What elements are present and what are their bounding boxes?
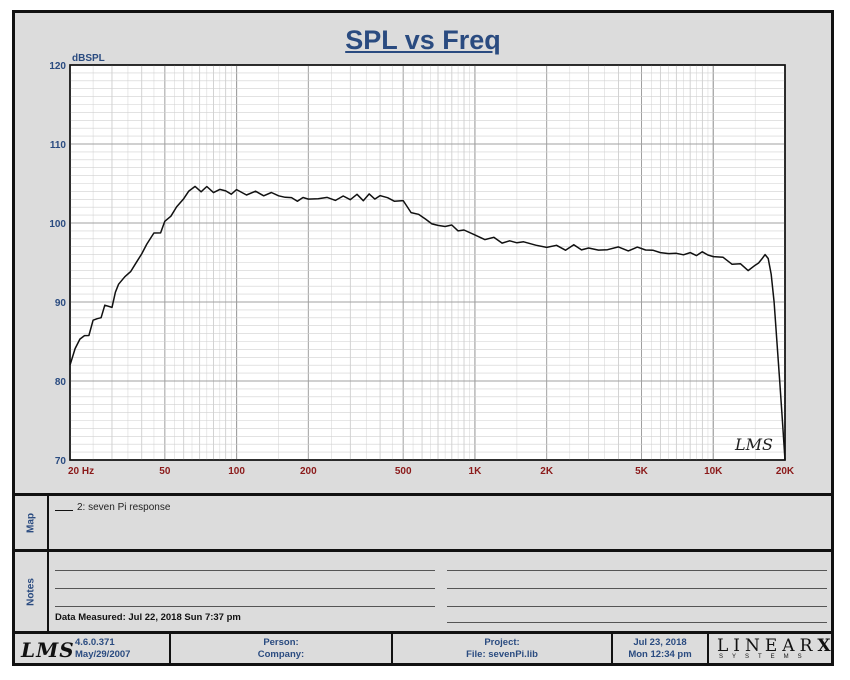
note-line (447, 606, 827, 607)
note-line (55, 588, 435, 589)
legend-label: 2: seven Pi response (77, 502, 171, 513)
note-line (447, 588, 827, 589)
footer: LMS 4.6.0.371 May/29/2007 Person: Compan… (15, 631, 831, 663)
series-line (69, 185, 786, 461)
project-label: Project: (484, 637, 520, 648)
linearx-logo: LINEARX (717, 636, 836, 656)
note-line (55, 570, 435, 571)
y-tick-label: 120 (49, 61, 66, 72)
note-line (447, 570, 827, 571)
note-line (447, 622, 827, 623)
version-number: 4.6.0.371 (75, 637, 115, 648)
chart: 70 80 90 100 110 120 20 Hz 50 100 200 500 1K 2K 5K 10… (49, 53, 795, 477)
report-date: Jul 23, 2018 (633, 637, 687, 648)
plot-border (69, 64, 786, 461)
chart-title: SPL vs Freq (345, 25, 501, 55)
x-tick-label: 200 (300, 466, 317, 477)
footer-version-cell: LMS 4.6.0.371 May/29/2007 (15, 634, 171, 663)
x-tick-label: 1K (469, 466, 483, 477)
version-info: 4.6.0.371 May/29/2007 (75, 637, 130, 661)
x-axis: 20 Hz 50 100 200 500 1K 2K 5K 10K 20K (68, 466, 795, 477)
measured-date: Data Measured: Jul 22, 2018 Sun 7:37 pm (55, 612, 241, 623)
x-tick-label: 20 Hz (68, 466, 94, 477)
note-line (55, 606, 435, 607)
lms-watermark: LMS (734, 435, 773, 454)
person-label: Person: (263, 637, 299, 648)
x-tick-label: 500 (395, 466, 412, 477)
y-axis: 70 80 90 100 110 120 (49, 61, 66, 467)
y-tick-label: 80 (55, 377, 67, 388)
footer-project-cell: Project: File: sevenPi.lib (393, 634, 613, 663)
grid (69, 64, 786, 461)
notes-panel: Notes Data Measured: Jul 22, 2018 Sun 7:… (15, 549, 831, 631)
report-frame: SPL vs Freq 70 80 90 100 110 120 20 Hz 50 100 20… (12, 10, 834, 666)
map-side-label: Map (15, 496, 49, 549)
footer-person-cell: Person: Company: (171, 634, 393, 663)
y-axis-label: dBSPL (72, 53, 105, 64)
report-time: Mon 12:34 pm (628, 649, 692, 660)
x-tick-label: 20K (776, 466, 795, 477)
x-tick-label: 100 (228, 466, 245, 477)
lms-logo: LMS (21, 638, 75, 662)
notes-side-label: Notes (15, 552, 49, 631)
x-tick-label: 10K (704, 466, 723, 477)
footer-date-cell: Jul 23, 2018 Mon 12:34 pm (613, 634, 709, 663)
linearx-systems-text: SYSTEMS (719, 654, 811, 660)
x-tick-label: 5K (635, 466, 649, 477)
version-date: May/29/2007 (75, 649, 131, 660)
y-tick-label: 90 (55, 298, 67, 309)
map-panel: Map 2: seven Pi response (15, 493, 831, 549)
y-tick-label: 100 (49, 219, 66, 230)
x-tick-label: 2K (540, 466, 554, 477)
x-tick-label: 50 (159, 466, 171, 477)
y-tick-label: 110 (50, 140, 67, 151)
y-tick-label: 70 (55, 456, 67, 467)
file-label: File: sevenPi.lib (466, 649, 538, 660)
legend-swatch (55, 510, 73, 511)
company-label: Company: (257, 649, 305, 660)
